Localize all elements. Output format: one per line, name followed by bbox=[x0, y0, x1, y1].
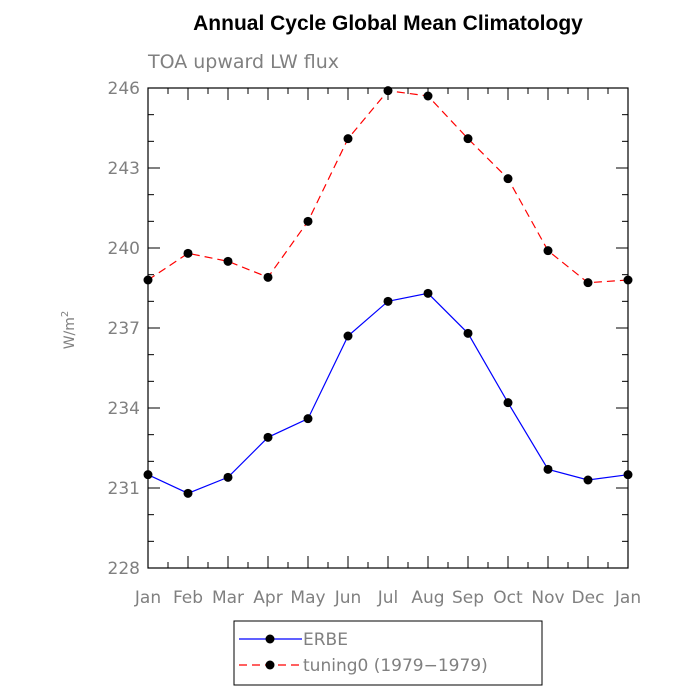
data-point-series0 bbox=[423, 288, 433, 298]
legend-item-tuning0: tuning0 (1979−1979) bbox=[239, 656, 488, 676]
legend-box bbox=[233, 620, 543, 686]
data-point-series0 bbox=[463, 328, 473, 338]
y-tick-label: 228 bbox=[108, 559, 140, 579]
series-line-0 bbox=[147, 292, 629, 494]
data-point-series0 bbox=[263, 432, 273, 442]
y-tick-label: 243 bbox=[108, 159, 140, 179]
data-point-series0 bbox=[143, 470, 153, 480]
x-tick-label: Apr bbox=[253, 588, 282, 608]
x-tick-label: Mar bbox=[212, 588, 244, 608]
x-tick-label: Aug bbox=[411, 588, 444, 608]
legend-item-erbe: ERBE bbox=[239, 630, 348, 650]
data-point-series1 bbox=[503, 174, 513, 184]
x-tick-label: Jan bbox=[134, 588, 161, 608]
chart-title: Annual Cycle Global Mean Climatology bbox=[193, 12, 583, 35]
y-tick-label: 240 bbox=[108, 239, 140, 259]
data-point-series0 bbox=[623, 470, 633, 480]
legend-marker-erbe bbox=[265, 634, 275, 644]
legend-label-tuning0: tuning0 (1979−1979) bbox=[303, 656, 488, 676]
data-point-series1 bbox=[423, 91, 433, 101]
data-point-series1 bbox=[303, 216, 313, 226]
y-axis-tick-labels: 228 231 234 237 240 243 246 bbox=[108, 79, 140, 579]
data-point-series1 bbox=[463, 134, 473, 144]
data-point-series0 bbox=[543, 464, 553, 474]
y-tick-label: 237 bbox=[108, 319, 140, 339]
data-point-series0 bbox=[303, 414, 313, 424]
x-tick-label: Dec bbox=[572, 588, 605, 608]
x-axis-ticks bbox=[147, 88, 629, 568]
chart-subtitle: TOA upward LW flux bbox=[147, 51, 339, 73]
data-point-series0 bbox=[503, 398, 513, 408]
data-point-series0 bbox=[583, 475, 593, 485]
series-group bbox=[143, 86, 633, 498]
y-tick-label: 246 bbox=[108, 79, 140, 99]
y-tick-label: 234 bbox=[108, 399, 140, 419]
x-tick-label: Oct bbox=[493, 588, 523, 608]
legend-marker-tuning0 bbox=[265, 660, 275, 670]
data-point-series1 bbox=[623, 275, 633, 285]
data-point-series0 bbox=[383, 296, 393, 306]
data-point-series0 bbox=[223, 472, 233, 482]
y-axis-label: W/m2 bbox=[60, 311, 78, 350]
x-tick-label: Jan bbox=[614, 588, 641, 608]
x-tick-label: Sep bbox=[452, 588, 484, 608]
data-point-series1 bbox=[143, 275, 153, 285]
data-point-series1 bbox=[543, 246, 553, 256]
data-point-series1 bbox=[583, 278, 593, 288]
x-tick-label: Feb bbox=[173, 588, 203, 608]
x-tick-label: May bbox=[290, 588, 325, 608]
series-line-1 bbox=[147, 90, 629, 284]
data-point-series1 bbox=[343, 134, 353, 144]
x-tick-label: Jun bbox=[334, 588, 362, 608]
legend-label-erbe: ERBE bbox=[303, 630, 348, 650]
x-tick-label: Nov bbox=[531, 588, 564, 608]
data-point-series1 bbox=[383, 86, 393, 96]
plot-frame bbox=[147, 87, 629, 569]
data-point-series1 bbox=[223, 256, 233, 266]
y-axis-ticks bbox=[148, 87, 628, 569]
y-tick-label: 231 bbox=[108, 479, 140, 499]
x-axis-tick-labels: Jan Feb Mar Apr May Jun Jul Aug Sep Oct Nov Dec Jan bbox=[134, 588, 641, 608]
x-tick-label: Jul bbox=[377, 588, 399, 608]
data-point-series0 bbox=[183, 488, 193, 498]
data-point-series0 bbox=[343, 331, 353, 341]
data-point-series1 bbox=[263, 272, 273, 282]
data-point-series1 bbox=[183, 248, 193, 258]
